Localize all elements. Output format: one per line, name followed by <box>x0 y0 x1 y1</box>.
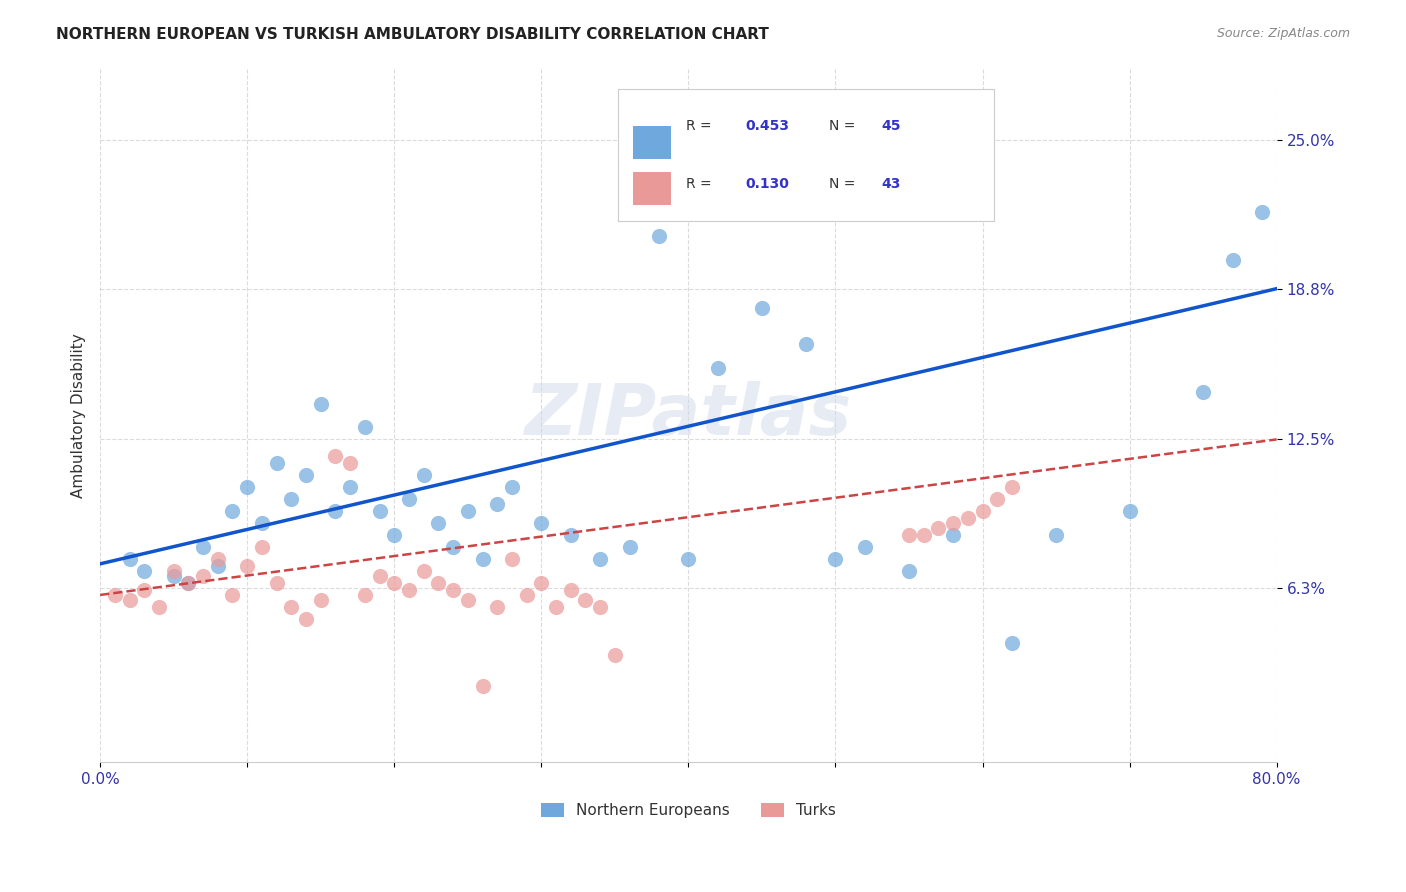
Point <box>104 588 127 602</box>
Point <box>1001 480 1024 494</box>
Point <box>486 599 509 614</box>
Point <box>382 576 405 591</box>
Point <box>678 552 700 566</box>
Point <box>309 592 332 607</box>
Point <box>912 528 935 542</box>
Point <box>353 588 375 602</box>
Legend: Northern Europeans, Turks: Northern Europeans, Turks <box>536 797 842 824</box>
Point <box>353 420 375 434</box>
Point <box>280 492 302 507</box>
Point <box>295 468 318 483</box>
Point <box>501 552 523 566</box>
Point <box>1045 528 1067 542</box>
Point <box>398 583 420 598</box>
Point <box>134 583 156 598</box>
Point <box>325 504 347 518</box>
Point <box>134 564 156 578</box>
Point <box>148 599 170 614</box>
Point <box>648 229 671 244</box>
Point <box>486 497 509 511</box>
Point <box>1001 636 1024 650</box>
Point <box>942 516 965 530</box>
Point <box>295 612 318 626</box>
Point <box>603 648 626 662</box>
Text: NORTHERN EUROPEAN VS TURKISH AMBULATORY DISABILITY CORRELATION CHART: NORTHERN EUROPEAN VS TURKISH AMBULATORY … <box>56 27 769 42</box>
Point <box>986 492 1008 507</box>
Point <box>427 516 450 530</box>
Point <box>516 588 538 602</box>
Point <box>118 552 141 566</box>
Point <box>427 576 450 591</box>
Point <box>898 564 921 578</box>
Point <box>589 599 612 614</box>
Point <box>574 592 596 607</box>
Point <box>560 528 582 542</box>
Point <box>707 360 730 375</box>
Point <box>339 456 361 470</box>
Point <box>236 559 259 574</box>
Point <box>1192 384 1215 399</box>
Point <box>221 588 243 602</box>
Point <box>382 528 405 542</box>
Point <box>544 599 567 614</box>
Point <box>457 592 479 607</box>
Point <box>619 540 641 554</box>
Point <box>898 528 921 542</box>
Y-axis label: Ambulatory Disability: Ambulatory Disability <box>72 333 86 498</box>
Point <box>221 504 243 518</box>
Point <box>412 564 434 578</box>
Point <box>191 540 214 554</box>
Point <box>942 528 965 542</box>
Point <box>191 569 214 583</box>
Point <box>163 564 186 578</box>
Point <box>560 583 582 598</box>
Point <box>398 492 420 507</box>
Point <box>794 336 817 351</box>
Point <box>368 504 391 518</box>
Point <box>207 559 229 574</box>
Point <box>441 540 464 554</box>
Text: Source: ZipAtlas.com: Source: ZipAtlas.com <box>1216 27 1350 40</box>
Point <box>280 599 302 614</box>
Point <box>325 449 347 463</box>
Point <box>1118 504 1140 518</box>
Point <box>1251 205 1274 219</box>
Point <box>368 569 391 583</box>
Point <box>250 540 273 554</box>
Point <box>956 511 979 525</box>
Point <box>457 504 479 518</box>
Point <box>824 552 846 566</box>
Point <box>163 569 186 583</box>
Text: ZIPatlas: ZIPatlas <box>524 381 852 450</box>
Point <box>118 592 141 607</box>
Point <box>236 480 259 494</box>
Point <box>853 540 876 554</box>
Point <box>471 679 494 693</box>
Point <box>309 396 332 410</box>
Point <box>207 552 229 566</box>
Point <box>412 468 434 483</box>
Point <box>530 516 553 530</box>
Point <box>927 521 949 535</box>
Point <box>589 552 612 566</box>
Point <box>177 576 200 591</box>
Point <box>972 504 994 518</box>
Point <box>530 576 553 591</box>
Point <box>471 552 494 566</box>
Point <box>441 583 464 598</box>
Point <box>339 480 361 494</box>
Point <box>266 456 288 470</box>
Point <box>266 576 288 591</box>
Point <box>177 576 200 591</box>
Point <box>250 516 273 530</box>
Point <box>501 480 523 494</box>
Point <box>1222 252 1244 267</box>
Point <box>751 301 773 315</box>
